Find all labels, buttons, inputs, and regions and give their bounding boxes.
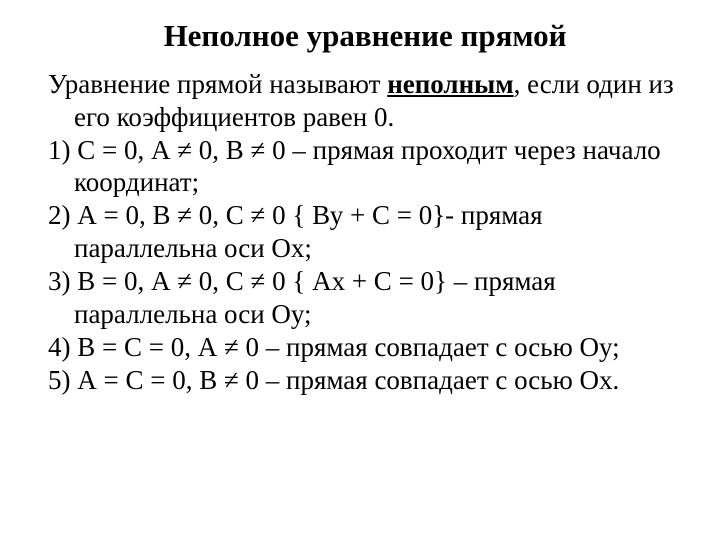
list-item-3: 3) В = 0, А ≠ 0, С ≠ 0 { Ах + С = 0} – п… <box>48 265 682 331</box>
slide: Неполное уравнение прямой Уравнение прям… <box>0 0 720 540</box>
intro-pre: Уравнение прямой называют <box>48 69 387 99</box>
list-item-5: 5) А = С = 0, В ≠ 0 – прямая совпадает с… <box>48 364 682 397</box>
list-item-1: 1) С = 0, А ≠ 0, В ≠ 0 – прямая проходит… <box>48 134 682 200</box>
intro-paragraph: Уравнение прямой называют неполным, если… <box>48 68 682 134</box>
list-item-2: 2) А = 0, В ≠ 0, С ≠ 0 { Ву + С = 0}- пр… <box>48 199 682 265</box>
intro-keyword: неполным <box>387 69 513 99</box>
list-item-4: 4) В = С = 0, А ≠ 0 – прямая совпадает с… <box>48 331 682 364</box>
slide-title: Неполное уравнение прямой <box>48 18 682 54</box>
slide-body: Уравнение прямой называют неполным, если… <box>48 68 682 397</box>
